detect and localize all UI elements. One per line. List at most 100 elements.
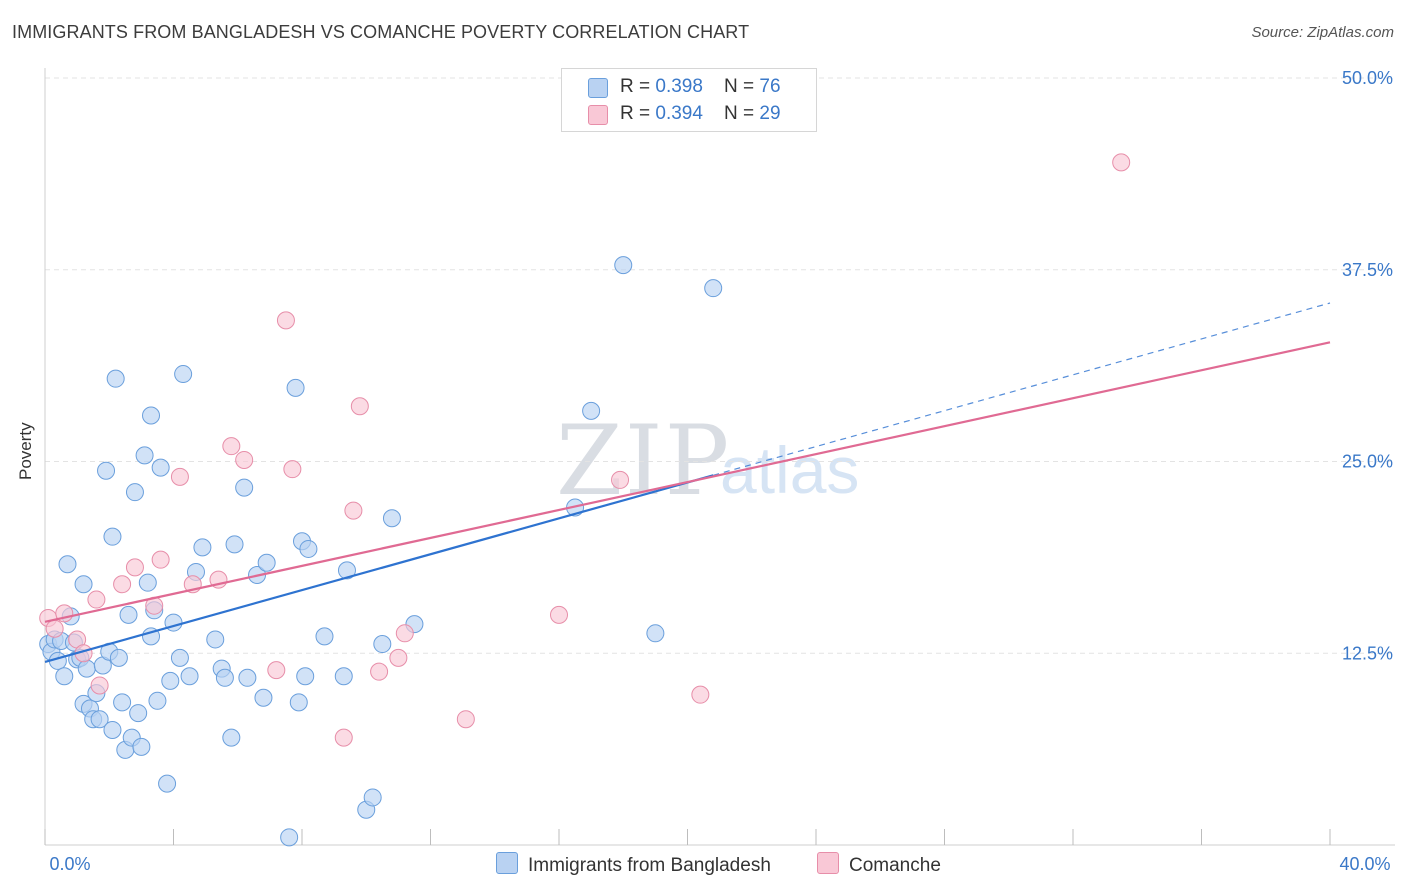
comanche-point — [151, 550, 170, 569]
bangladesh-point — [132, 737, 151, 756]
comanche-point — [344, 501, 363, 520]
bangladesh-point — [289, 693, 308, 712]
comanche-point — [283, 460, 302, 479]
bangladesh-point — [135, 446, 154, 465]
grid-lines — [45, 77, 1395, 654]
bangladesh-point — [382, 509, 401, 528]
bangladesh-point — [74, 575, 93, 594]
bottom-legend-label-bangladesh: Immigrants from Bangladesh — [528, 855, 771, 876]
comanche-point — [350, 397, 369, 416]
bottom-legend-comanche: Comanche — [817, 852, 941, 877]
bangladesh-point — [373, 635, 392, 654]
comanche-point — [113, 575, 132, 594]
bangladesh-point — [286, 378, 305, 397]
comanche-trend-line — [44, 341, 1331, 623]
bangladesh-point — [77, 659, 96, 678]
bangladesh-point — [646, 624, 665, 643]
bangladesh-point — [161, 671, 180, 690]
bangladesh-point — [138, 573, 157, 592]
bangladesh-point — [180, 667, 199, 686]
comanche-point — [370, 662, 389, 681]
legend-text-comanche: R = 0.394 N = 29 — [620, 103, 781, 125]
y-tick-label: 37.5% — [1342, 260, 1393, 280]
comanche-point — [334, 728, 353, 747]
comanche-point — [90, 676, 109, 695]
comanche-point — [235, 450, 254, 469]
bangladesh-point — [97, 461, 116, 480]
bangladesh-point — [704, 279, 723, 298]
bangladesh-point — [280, 828, 299, 847]
y-tick-label: 50.0% — [1342, 68, 1393, 88]
legend-r-value: 0.398 — [655, 76, 703, 97]
legend-r-value: 0.394 — [655, 103, 703, 124]
comanche-point — [389, 648, 408, 667]
legend-n-value: 29 — [759, 103, 781, 124]
comanche-point — [222, 437, 241, 456]
bangladesh-point — [174, 365, 193, 384]
legend-text-bangladesh: R = 0.398 N = 76 — [620, 76, 781, 98]
y-tick-label: 25.0% — [1342, 452, 1393, 472]
bangladesh-point — [582, 401, 601, 420]
bangladesh-point — [299, 539, 318, 558]
legend-r-label: R = — [620, 103, 656, 124]
legend-swatch-pink — [588, 105, 608, 125]
bangladesh-point — [103, 527, 122, 546]
stats-legend: R = 0.398 N = 76 R = 0.394 N = 29 — [561, 68, 817, 132]
x-tick-label: 0.0% — [49, 854, 90, 874]
comanche-point — [611, 470, 630, 489]
bangladesh-point — [125, 483, 144, 502]
bangladesh-point — [109, 648, 128, 667]
bangladesh-point — [296, 667, 315, 686]
bangladesh-point — [222, 728, 241, 747]
bangladesh-point — [614, 256, 633, 275]
bangladesh-point — [235, 478, 254, 497]
bottom-legend-swatch-pink — [817, 852, 839, 874]
bangladesh-point — [148, 691, 167, 710]
bangladesh-point — [151, 458, 170, 477]
y-tick-label: 12.5% — [1342, 643, 1393, 663]
comanche-point — [1112, 153, 1131, 172]
trend-lines — [44, 302, 1331, 663]
comanche-point — [170, 467, 189, 486]
comanche-point — [550, 605, 568, 624]
comanche-point — [395, 624, 414, 643]
comanche-point — [267, 661, 286, 680]
source-label: Source: ZipAtlas.com — [1251, 24, 1394, 41]
bangladesh-point — [170, 648, 189, 667]
bangladesh-point — [119, 605, 138, 624]
comanche-point — [87, 590, 106, 609]
data-points — [39, 153, 1131, 847]
bangladesh-point — [238, 668, 257, 687]
bangladesh-point — [106, 369, 125, 388]
bangladesh-trend-line — [44, 474, 714, 663]
legend-swatch-blue — [588, 78, 608, 98]
comanche-point — [276, 311, 295, 330]
bangladesh-point — [225, 535, 244, 554]
bangladesh-point — [158, 774, 177, 793]
bangladesh-point — [55, 667, 74, 686]
bangladesh-point — [58, 555, 77, 574]
bangladesh-point — [257, 553, 276, 572]
bangladesh-point — [142, 406, 161, 425]
bangladesh-point — [337, 561, 356, 580]
bangladesh-point — [215, 668, 234, 687]
tick-labels: 12.5% 25.0% 37.5% 50.0% 0.0% 40.0% — [49, 68, 1393, 874]
bangladesh-point — [254, 688, 273, 707]
legend-n-value: 76 — [759, 76, 781, 97]
comanche-point — [691, 685, 710, 704]
legend-n-label: N = — [724, 76, 760, 97]
bottom-legend-label-comanche: Comanche — [849, 855, 941, 876]
bottom-legend-bangladesh: Immigrants from Bangladesh — [496, 852, 771, 877]
bangladesh-point — [103, 720, 122, 739]
bangladesh-point — [193, 538, 212, 557]
bangladesh-point — [129, 704, 148, 723]
bangladesh-point — [206, 630, 225, 649]
x-tick-label: 40.0% — [1339, 854, 1390, 874]
comanche-point — [125, 558, 144, 577]
bangladesh-point — [363, 788, 382, 807]
bottom-legend-swatch-blue — [496, 852, 518, 874]
bangladesh-trend-extension — [713, 302, 1331, 476]
axes — [44, 68, 1395, 846]
y-axis-label: Poverty — [16, 422, 35, 480]
